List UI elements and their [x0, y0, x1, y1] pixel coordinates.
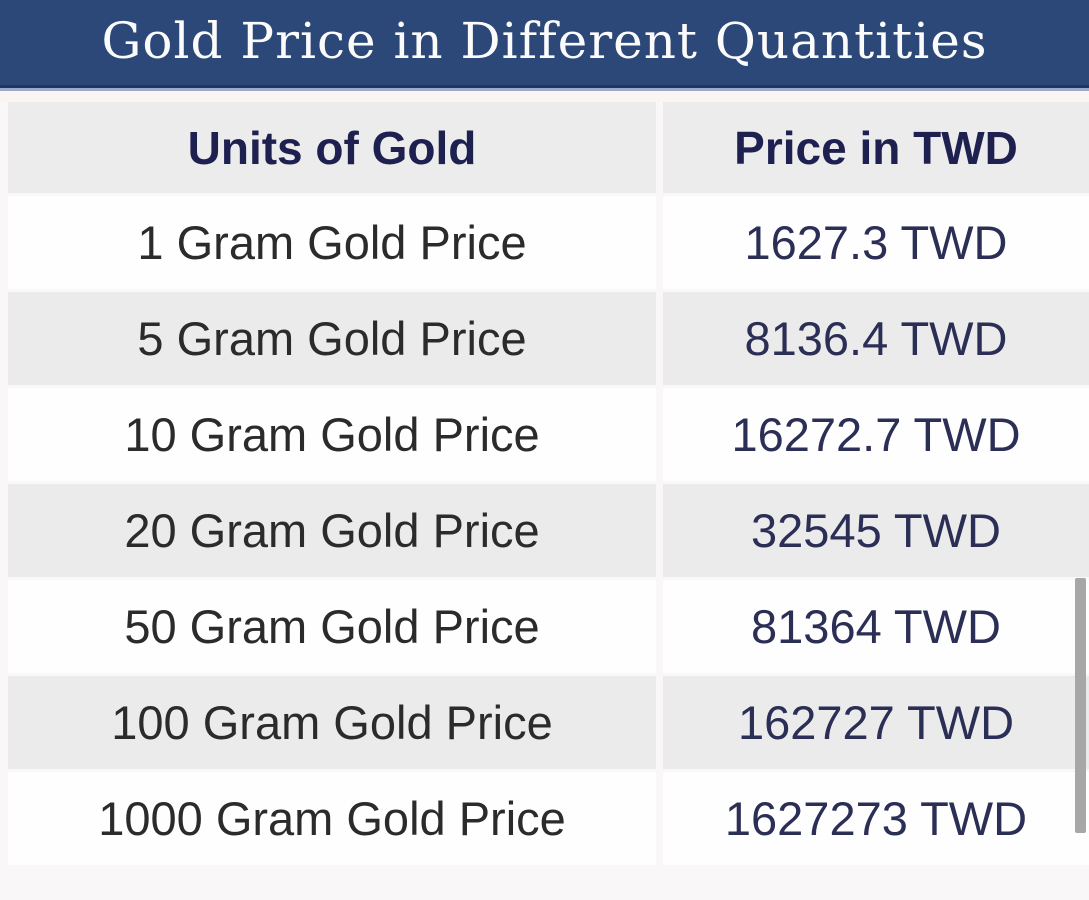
table-row: 50 Gram Gold Price 81364 TWD: [8, 580, 1089, 673]
price-cell: 8136.4 TWD: [663, 292, 1089, 385]
table-row: 100 Gram Gold Price 162727 TWD: [8, 676, 1089, 769]
table-row: 5 Gram Gold Price 8136.4 TWD: [8, 292, 1089, 385]
scrollbar-thumb[interactable]: [1075, 578, 1086, 833]
unit-cell: 1000 Gram Gold Price: [8, 772, 656, 865]
unit-cell: 5 Gram Gold Price: [8, 292, 656, 385]
title-bar: Gold Price in Different Quantities: [0, 0, 1089, 88]
title-bar-divider: [0, 88, 1089, 91]
gold-price-table: Units of Gold Price in TWD 1 Gram Gold P…: [8, 102, 1089, 865]
price-cell: 1627273 TWD: [663, 772, 1089, 865]
price-cell: 32545 TWD: [663, 484, 1089, 577]
price-cell: 81364 TWD: [663, 580, 1089, 673]
table-row: 1 Gram Gold Price 1627.3 TWD: [8, 196, 1089, 289]
column-header-price: Price in TWD: [663, 102, 1089, 193]
column-header-units: Units of Gold: [8, 102, 656, 193]
unit-cell: 50 Gram Gold Price: [8, 580, 656, 673]
unit-cell: 100 Gram Gold Price: [8, 676, 656, 769]
unit-cell: 1 Gram Gold Price: [8, 196, 656, 289]
unit-cell: 20 Gram Gold Price: [8, 484, 656, 577]
price-cell: 162727 TWD: [663, 676, 1089, 769]
table-header-row: Units of Gold Price in TWD: [8, 102, 1089, 193]
price-cell: 1627.3 TWD: [663, 196, 1089, 289]
table-row: 20 Gram Gold Price 32545 TWD: [8, 484, 1089, 577]
unit-cell: 10 Gram Gold Price: [8, 388, 656, 481]
page-title: Gold Price in Different Quantities: [101, 11, 988, 70]
table-row: 10 Gram Gold Price 16272.7 TWD: [8, 388, 1089, 481]
table-row: 1000 Gram Gold Price 1627273 TWD: [8, 772, 1089, 865]
price-cell: 16272.7 TWD: [663, 388, 1089, 481]
header-table-gap: [0, 91, 1089, 102]
